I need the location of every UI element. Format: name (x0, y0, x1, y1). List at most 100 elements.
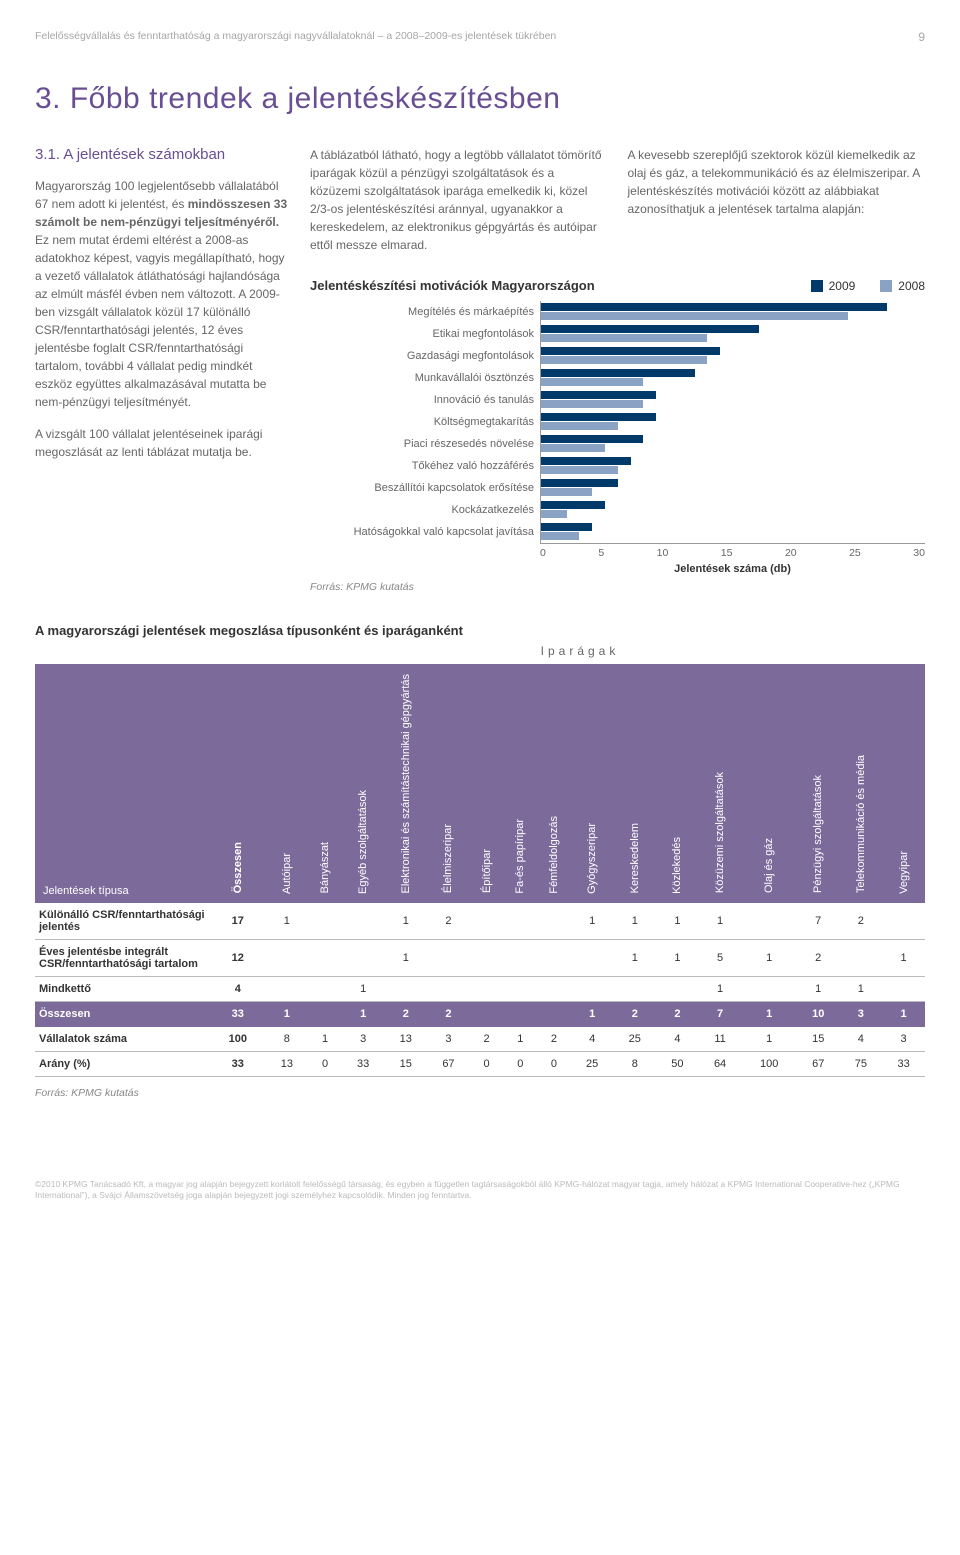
table-cell: 1 (882, 939, 925, 976)
table-row-label: Összesen (35, 1001, 210, 1026)
table-col-header-label: Kereskedelem (629, 819, 641, 893)
table-cell: 2 (537, 1026, 571, 1051)
table-cell: 25 (571, 1051, 614, 1076)
table-row: Mindkettő41111 (35, 976, 925, 1001)
table-cell: 1 (266, 903, 309, 940)
table-cell: 1 (699, 903, 742, 940)
table-cell: 3 (427, 1026, 470, 1051)
bar-2009 (541, 501, 605, 509)
table-cell: 17 (210, 903, 266, 940)
chart-row-label: Költségmegtakarítás (310, 411, 540, 433)
table-cell (741, 903, 797, 940)
table-cell: 1 (266, 1001, 309, 1026)
legend-swatch (880, 280, 892, 292)
section-3-1-heading: 3.1. A jelentések számokban (35, 146, 290, 163)
bar-2009 (541, 457, 631, 465)
table-row: Éves jelentésbe integrált CSR/fenntartha… (35, 939, 925, 976)
chart-bar-pair (541, 411, 925, 433)
table-cell: 1 (840, 976, 883, 1001)
table-cell (741, 976, 797, 1001)
table-rowlabel-header: Jelentések típusa (35, 664, 210, 903)
table-col-header-label: Vegyipar (898, 847, 910, 894)
table-cell: 4 (210, 976, 266, 1001)
table-cell: 0 (470, 1051, 504, 1076)
chart-bar-pair (541, 521, 925, 543)
table-col-header-label: Bányászat (319, 838, 331, 893)
chart-bar-pair (541, 301, 925, 323)
table-col-header: Vegyipar (882, 664, 925, 903)
legend-item: 2008 (880, 279, 925, 293)
table-cell (537, 1001, 571, 1026)
table-cell (308, 1001, 342, 1026)
table-cell (384, 976, 427, 1001)
table-row: Vállalatok száma10081313321242541111543 (35, 1026, 925, 1051)
table-cell: 1 (384, 939, 427, 976)
table-col-header-label: Egyéb szolgáltatások (357, 786, 369, 894)
table-col-header-label: Élelmiszeripar (442, 820, 454, 893)
table-row: Összesen331122122711031 (35, 1001, 925, 1026)
table-cell: 15 (384, 1051, 427, 1076)
table-cell: 4 (840, 1026, 883, 1051)
chart-bar-pair (541, 455, 925, 477)
right-column: A táblázatból látható, hogy a legtöbb vá… (310, 146, 925, 593)
x-tick: 30 (913, 547, 925, 559)
table-row-label: Arány (%) (35, 1051, 210, 1076)
table-col-header: Közlekedés (656, 664, 699, 903)
table-cell (427, 939, 470, 976)
table-row-label: Mindkettő (35, 976, 210, 1001)
chart-bar-pair (541, 433, 925, 455)
right-top-paras: A táblázatból látható, hogy a legtöbb vá… (310, 146, 925, 268)
chart-bar-pair (541, 367, 925, 389)
table-cell (427, 976, 470, 1001)
table-cell: 11 (699, 1026, 742, 1051)
chart-title-row: Jelentéskészítési motivációk Magyarorszá… (310, 278, 925, 293)
table-cell (840, 939, 883, 976)
table-col-header: Kereskedelem (613, 664, 656, 903)
running-head: Felelősségvállalás és fenntarthatóság a … (35, 30, 925, 42)
table-cell: 2 (613, 1001, 656, 1026)
legend-swatch (811, 280, 823, 292)
table-cell: 1 (571, 903, 614, 940)
chart-row-label: Innováció és tanulás (310, 389, 540, 411)
x-tick: 10 (657, 547, 669, 559)
table-source: Forrás: KPMG kutatás (35, 1087, 925, 1099)
table-cell: 1 (613, 939, 656, 976)
table-row: Különálló CSR/fenntarthatósági jelentés1… (35, 903, 925, 940)
table-cell: 1 (342, 1001, 385, 1026)
table-cell: 1 (882, 1001, 925, 1026)
chart-body: Megítélés és márkaépítésEtikai megfontol… (310, 301, 925, 544)
table-col-header: Fémfeldolgozás (537, 664, 571, 903)
table-cell: 25 (613, 1026, 656, 1051)
table-cell (470, 903, 504, 940)
table-cell (503, 1001, 537, 1026)
bar-2009 (541, 347, 720, 355)
table-cell (613, 976, 656, 1001)
left-column: 3.1. A jelentések számokban Magyarország… (35, 146, 290, 593)
table-head: Jelentések típusa ÖsszesenAutóiparBányás… (35, 664, 925, 903)
table-super-heading: Iparágak (235, 644, 925, 658)
table-cell (266, 939, 309, 976)
bar-2008 (541, 488, 592, 496)
table-cell (537, 903, 571, 940)
table-cell (342, 939, 385, 976)
table-cell: 2 (427, 1001, 470, 1026)
table-col-header-label: Elektronikai és számítástechnikai gépgyá… (400, 670, 412, 894)
table-cell (656, 976, 699, 1001)
bar-2009 (541, 413, 656, 421)
table-cell: 15 (797, 1026, 840, 1051)
table-cell: 1 (656, 903, 699, 940)
table-cell (308, 976, 342, 1001)
table-col-header-label: Közlekedés (671, 833, 683, 894)
chart-x-axis: 051015202530 (540, 544, 925, 559)
table-cell: 33 (210, 1051, 266, 1076)
page-title: 3. Főbb trendek a jelentéskészítésben (35, 82, 925, 116)
chart-row-label: Piaci részesedés növelése (310, 433, 540, 455)
table-cell: 2 (427, 903, 470, 940)
table-cell: 2 (656, 1001, 699, 1026)
page: Felelősségvállalás és fenntarthatóság a … (0, 0, 960, 1221)
table-col-header: Gyógyszeripar (571, 664, 614, 903)
table-cell: 1 (384, 903, 427, 940)
table-cell: 1 (503, 1026, 537, 1051)
table-cell: 1 (741, 1001, 797, 1026)
table-col-header-label: Fa-és papíripar (514, 815, 526, 894)
